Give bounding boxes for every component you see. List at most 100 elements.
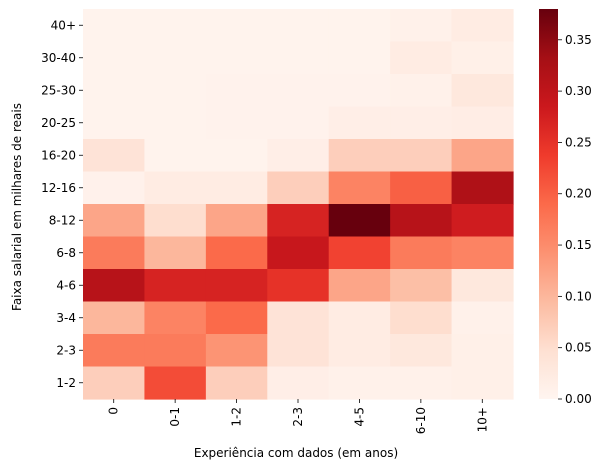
colorbar-tick-label: 0.15 xyxy=(565,238,592,252)
heatmap-cell xyxy=(144,204,207,238)
heatmap-cell xyxy=(451,301,514,335)
colorbar-tick-label: 0.35 xyxy=(565,33,592,47)
heatmap-cell xyxy=(267,236,330,270)
heatmap-cell xyxy=(390,269,453,303)
heatmap-cell xyxy=(390,41,453,75)
x-axis-ticks: 0 0-1 1-2 2-3 4-5 6-10 10+ xyxy=(107,399,489,434)
y-tick-label: 16-20 xyxy=(41,148,76,162)
heatmap-cell xyxy=(451,366,514,400)
y-tick-label: 40+ xyxy=(51,18,76,32)
heatmap-cell xyxy=(205,41,268,75)
heatmap-cell xyxy=(144,41,207,75)
heatmap-cell xyxy=(267,106,330,140)
heatmap-cell xyxy=(451,171,514,205)
heatmap-cell xyxy=(144,171,207,205)
y-tick-label: 2-3 xyxy=(56,343,76,357)
heatmap-cell xyxy=(83,74,146,108)
heatmap-cell xyxy=(390,204,453,238)
heatmap-cell xyxy=(144,139,207,173)
heatmap-cell xyxy=(83,236,146,270)
heatmap-cell xyxy=(267,139,330,173)
x-tick-label: 10+ xyxy=(475,407,489,432)
heatmap-cell xyxy=(328,204,391,238)
heatmap-cell xyxy=(328,41,391,75)
heatmap-cell xyxy=(267,366,330,400)
heatmap-cell xyxy=(451,269,514,303)
heatmap-cell xyxy=(205,9,268,43)
heatmap-cell xyxy=(267,301,330,335)
y-tick-label: 25-30 xyxy=(41,83,76,97)
y-tick-label: 4-6 xyxy=(56,278,76,292)
heatmap-cell xyxy=(144,236,207,270)
heatmap-cell xyxy=(451,9,514,43)
heatmap-cell xyxy=(83,269,146,303)
heatmap-cell xyxy=(390,106,453,140)
heatmap-cell xyxy=(205,171,268,205)
heatmap-cell xyxy=(267,171,330,205)
heatmap-cell xyxy=(205,366,268,400)
y-tick-label: 6-8 xyxy=(56,246,76,260)
heatmap-cell xyxy=(83,41,146,75)
heatmap-cell xyxy=(451,204,514,238)
heatmap-cell xyxy=(205,139,268,173)
y-axis-ticks: 40+ 30-40 25-30 20-25 16-20 12-16 8-12 6-8 4-6 3-… xyxy=(41,18,83,390)
heatmap-cell xyxy=(267,41,330,75)
heatmap-cell xyxy=(451,334,514,368)
heatmap-cell xyxy=(205,269,268,303)
heatmap-cell xyxy=(328,139,391,173)
x-tick-label: 0 xyxy=(107,407,121,415)
heatmap-cell xyxy=(451,41,514,75)
heatmap-cells xyxy=(83,9,514,400)
colorbar-tick-label: 0.00 xyxy=(565,392,592,406)
colorbar-tick-label: 0.25 xyxy=(565,135,592,149)
heatmap-cell xyxy=(451,236,514,270)
heatmap-cell xyxy=(267,9,330,43)
heatmap-cell xyxy=(83,301,146,335)
colorbar-tick-label: 0.30 xyxy=(565,84,592,98)
heatmap-cell xyxy=(205,74,268,108)
heatmap-cell xyxy=(451,139,514,173)
heatmap-cell xyxy=(205,236,268,270)
heatmap-cell xyxy=(205,301,268,335)
x-tick-label: 6-10 xyxy=(414,407,428,434)
colorbar-tick-label: 0.05 xyxy=(565,341,592,355)
heatmap-cell xyxy=(205,334,268,368)
y-tick-label: 20-25 xyxy=(41,116,76,130)
heatmap-cell xyxy=(390,334,453,368)
y-tick-label: 8-12 xyxy=(49,213,76,227)
heatmap-cell xyxy=(83,9,146,43)
heatmap-cell xyxy=(267,269,330,303)
x-tick-label: 0-1 xyxy=(168,407,182,427)
heatmap-cell xyxy=(144,9,207,43)
colorbar-tick-label: 0.10 xyxy=(565,289,592,303)
heatmap-cell xyxy=(390,366,453,400)
heatmap-cell xyxy=(328,236,391,270)
heatmap-cell xyxy=(267,204,330,238)
heatmap-cell xyxy=(390,236,453,270)
heatmap-cell xyxy=(205,106,268,140)
heatmap-cell xyxy=(83,204,146,238)
heatmap-cell xyxy=(83,366,146,400)
heatmap-cell xyxy=(144,366,207,400)
heatmap-cell xyxy=(328,366,391,400)
heatmap-cell xyxy=(328,171,391,205)
heatmap-cell xyxy=(390,9,453,43)
x-axis-label: Experiência com dados (em anos) xyxy=(194,446,398,460)
heatmap-cell xyxy=(390,301,453,335)
heatmap-cell xyxy=(328,9,391,43)
x-tick-label: 2-3 xyxy=(291,407,305,427)
colorbar-ticks: 0.00 0.05 0.10 0.15 0.20 0.25 0.30 0.35 xyxy=(558,33,592,406)
heatmap-cell xyxy=(328,269,391,303)
x-tick-label: 1-2 xyxy=(230,407,244,427)
heatmap-cell xyxy=(390,139,453,173)
heatmap-cell xyxy=(83,334,146,368)
x-tick-label: 4-5 xyxy=(352,407,366,427)
y-tick-label: 1-2 xyxy=(56,376,76,390)
heatmap-cell xyxy=(451,74,514,108)
heatmap-cell xyxy=(144,106,207,140)
y-tick-label: 3-4 xyxy=(56,311,76,325)
heatmap-cell xyxy=(83,106,146,140)
heatmap-cell xyxy=(390,74,453,108)
heatmap-cell xyxy=(451,106,514,140)
colorbar xyxy=(539,9,558,399)
